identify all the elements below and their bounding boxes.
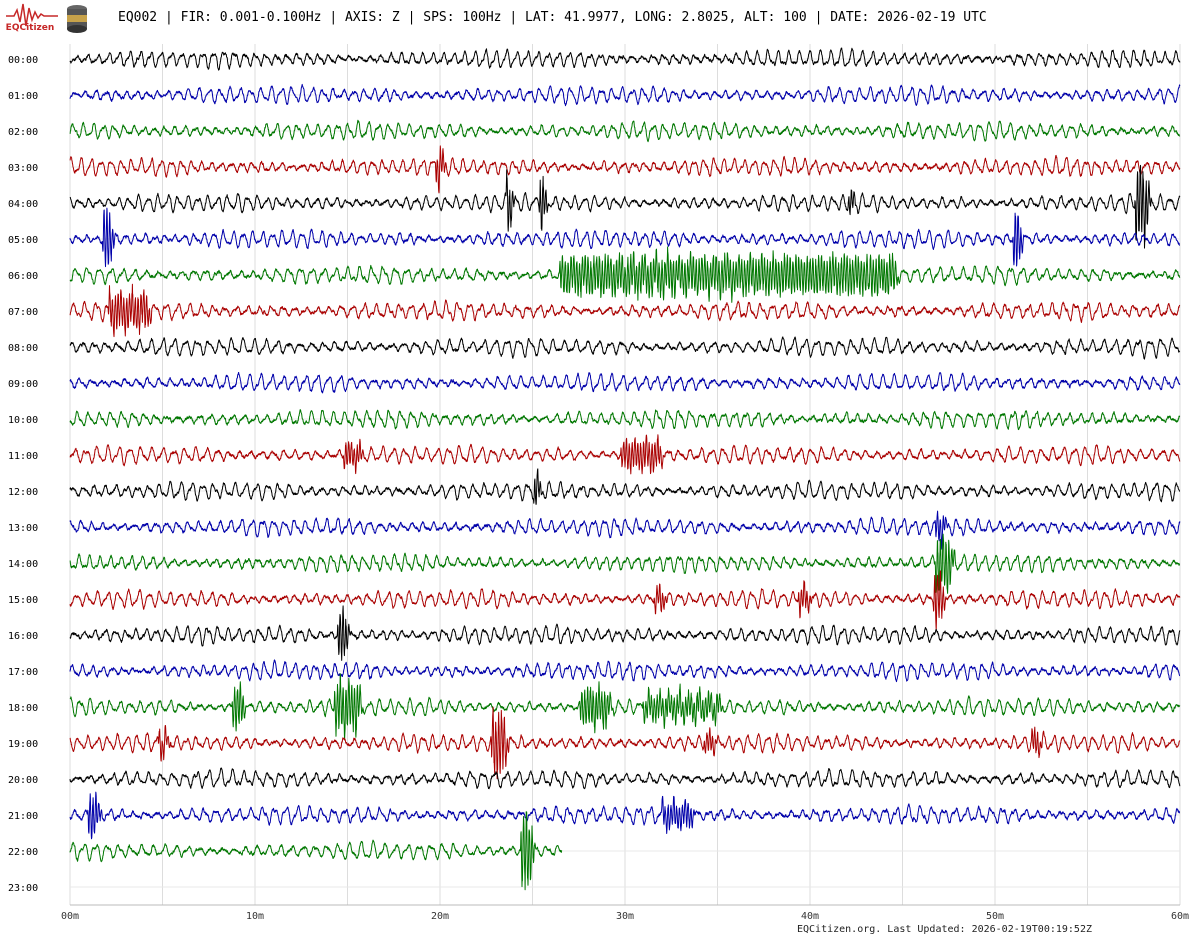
eqcitizen-logo	[6, 3, 58, 27]
row-label: 22:00	[8, 847, 38, 858]
trace-line	[69, 246, 1181, 303]
trace-line	[69, 673, 1181, 741]
trace-line	[69, 372, 1181, 394]
row-label: 19:00	[8, 739, 38, 750]
trace-line	[69, 533, 1181, 594]
row-label: 12:00	[8, 487, 38, 498]
x-tick-label: 10m	[246, 911, 264, 922]
trace-line	[69, 83, 1181, 107]
row-label: 11:00	[8, 451, 38, 462]
seismometer-icon	[67, 5, 87, 33]
logo-text: EQCitizen	[5, 23, 55, 33]
row-label: 23:00	[8, 883, 38, 894]
trace-line	[69, 409, 1181, 431]
x-tick-label: 50m	[986, 911, 1004, 922]
header: EQCitizen EQ002 | FIR: 0.001-0.100Hz | A…	[0, 0, 1200, 40]
trace-line	[69, 791, 1181, 840]
trace-line	[69, 468, 1181, 505]
trace-line	[69, 811, 563, 891]
row-label: 09:00	[8, 379, 38, 390]
trace-line	[69, 706, 1181, 779]
trace-line	[69, 510, 1181, 550]
trace-line	[69, 659, 1181, 683]
row-label: 20:00	[8, 775, 38, 786]
row-label: 18:00	[8, 703, 38, 714]
row-label: 17:00	[8, 667, 38, 678]
row-label: 07:00	[8, 307, 38, 318]
row-label: 21:00	[8, 811, 38, 822]
trace-line	[69, 145, 1181, 194]
trace-line	[69, 434, 1181, 475]
last-updated: EQCitizen.org. Last Updated: 2026-02-19T…	[796, 924, 1092, 935]
trace-line	[69, 570, 1181, 631]
page-title: EQ002 | FIR: 0.001-0.100Hz | AXIS: Z | S…	[118, 10, 987, 25]
row-label: 05:00	[8, 235, 38, 246]
trace-line	[69, 767, 1181, 790]
row-label: 15:00	[8, 595, 38, 606]
row-label: 08:00	[8, 343, 38, 354]
trace-line	[69, 283, 1181, 338]
trace-line	[69, 164, 1181, 249]
trace-line	[69, 605, 1181, 661]
x-tick-label: 40m	[801, 911, 819, 922]
row-label: 13:00	[8, 523, 38, 534]
row-label: 06:00	[8, 271, 38, 282]
trace-line	[69, 207, 1181, 268]
trace-line	[69, 47, 1181, 71]
trace-line	[69, 336, 1181, 360]
row-label: 03:00	[8, 163, 38, 174]
x-tick-label: 30m	[616, 911, 634, 922]
row-label: 10:00	[8, 415, 38, 426]
x-tick-label: 00m	[61, 911, 79, 922]
row-label: 04:00	[8, 199, 38, 210]
row-label: 00:00	[8, 55, 38, 66]
x-tick-label: 60m	[1171, 911, 1189, 922]
row-label: 01:00	[8, 91, 38, 102]
row-label: 16:00	[8, 631, 38, 642]
row-label: 02:00	[8, 127, 38, 138]
row-label: 14:00	[8, 559, 38, 570]
trace-line	[69, 119, 1181, 143]
x-tick-label: 20m	[431, 911, 449, 922]
